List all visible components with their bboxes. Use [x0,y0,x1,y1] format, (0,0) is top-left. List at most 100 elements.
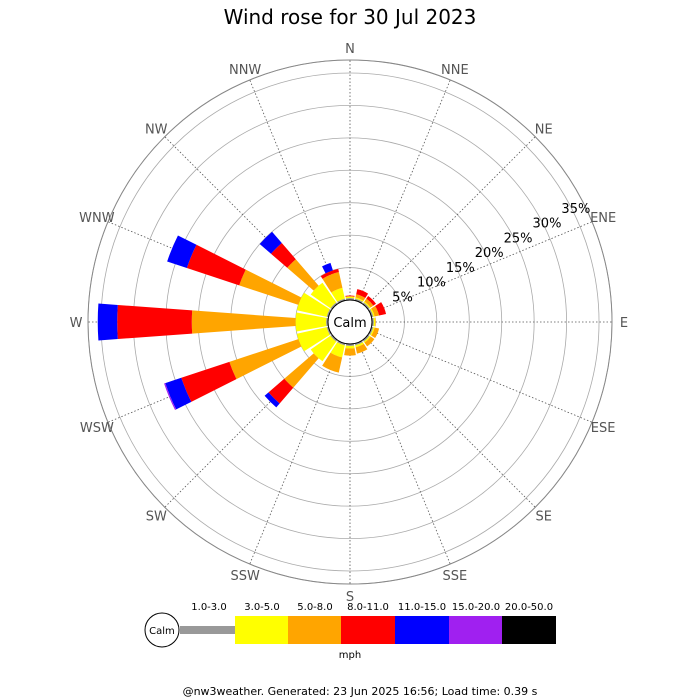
direction-label-ene: ENE [590,211,616,226]
legend-calm-circle [144,612,180,648]
bar-sw-3 [284,353,319,388]
bar-ne-4 [366,296,376,306]
bar-wnw-5 [167,235,197,269]
bar-wnw-2 [296,292,330,317]
bar-ene-3 [371,305,380,317]
ring-label: 10% [417,276,446,291]
bar-sw-4 [268,378,294,404]
legend-label-1: 1.0-3.0 [191,602,226,613]
legend-label-3: 5.0-8.0 [297,602,332,613]
bar-sse-3 [355,343,368,354]
bar-ssw-2 [330,342,345,358]
calm-label: Calm [333,316,366,331]
legend-swatch-7 [502,616,556,644]
direction-label-w: W [70,316,83,331]
bar-nne-4 [356,289,369,298]
direction-label-se: SE [536,510,552,525]
bar-nw-3 [287,259,319,291]
bar-sw-1 [330,334,338,342]
ring-label: 20% [475,246,504,261]
bar-w-3 [191,310,296,334]
bar-nw-5 [259,231,282,254]
bar-nne-3 [355,294,366,301]
bar-sw-2 [310,335,337,362]
bar-wnw-3 [239,269,302,305]
bar-wsw-3 [229,339,302,380]
direction-label-nne: NNE [441,63,469,78]
legend-swatch-6 [449,616,503,644]
direction-label-n: N [345,42,355,57]
bar-ne-1 [362,302,370,310]
bar-ese-3 [371,327,380,339]
bar-se-2 [363,335,371,343]
bar-wsw-6 [164,383,177,410]
direction-label-e: E [620,316,628,331]
bar-wsw-2 [296,327,330,352]
bar-sse-2 [355,342,364,348]
bar-w-4 [117,304,193,340]
spoke-ssw [249,342,342,565]
bar-nnw-2 [331,287,345,302]
chart-labels: N NNE NE ENE E ESE SE SSE S SSW SW WSW W WNW NW NNW 5% 10… [70,42,629,605]
bar-wsw-4 [181,361,237,402]
spoke-se [365,337,536,508]
calm-center: Calm [327,299,373,345]
legend-swatch-2 [235,616,289,644]
spoke-sse [358,342,451,565]
bar-nnw-5 [322,262,333,274]
calm-circle [327,299,373,345]
spoke-nne [358,79,451,302]
legend-swatch-5 [395,616,449,644]
bar-ese-2 [370,327,375,336]
outer-ring [87,59,613,585]
bar-ssw-3 [322,352,343,373]
direction-label-sw: SW [146,510,167,525]
bar-w-2 [295,312,327,332]
legend-swatch-3 [288,616,342,644]
direction-label-wnw: WNW [79,211,115,226]
spoke-ese [370,330,593,423]
legend-calm-label: Calm [149,626,175,637]
direction-label-s: S [346,590,354,605]
direction-label-ssw: SSW [230,569,260,584]
bar-ese-1 [368,326,374,335]
bar-n-2 [345,296,355,299]
bar-sw-5 [264,392,280,408]
bar-e-2 [373,317,376,327]
ring-label: 5% [392,290,413,305]
ring-label: 35% [561,202,590,217]
bar-sse-1 [354,340,363,346]
spoke-ne [365,136,536,307]
spoke-ene [370,221,593,314]
bar-ene-1 [368,309,374,318]
bar-wsw-1 [326,326,332,335]
direction-label-sse: SSE [442,569,467,584]
bar-ene-4 [375,302,387,316]
speed-legend: Calm 1.0-3.0 3.0-5.0 5.0-8.0 8.0-11.0 11.0-15… [144,602,556,648]
legend-swatch-4 [341,616,395,644]
unit-label: mph [339,650,361,661]
bar-s-2 [345,345,355,349]
chart-title: Wind rose for 30 Jul 2023 [224,5,477,29]
ring-label: 15% [446,261,475,276]
ring-label: 25% [504,231,533,246]
direction-label-ne: NE [535,122,553,137]
bar-ne-3 [364,298,374,308]
bar-wsw-5 [165,377,192,410]
direction-label-nw: NW [145,122,168,137]
bar-wnw-4 [186,244,246,286]
footer-text: @nw3weather. Generated: 23 Jun 2025 16:5… [183,685,538,698]
legend-label-2: 3.0-5.0 [244,602,279,613]
bar-se-1 [362,334,370,342]
ring-label: 30% [533,217,562,232]
bar-nnw-3 [322,272,343,293]
bar-s-3 [344,348,356,356]
legend-label-5: 11.0-15.0 [398,602,446,613]
bar-nw-1 [330,302,338,310]
legend-swatch-1 [180,626,235,634]
chart-bars [97,231,387,410]
bar-nne-2 [355,297,364,302]
bar-nne-1 [354,298,363,304]
direction-label-nnw: NNW [229,63,261,78]
